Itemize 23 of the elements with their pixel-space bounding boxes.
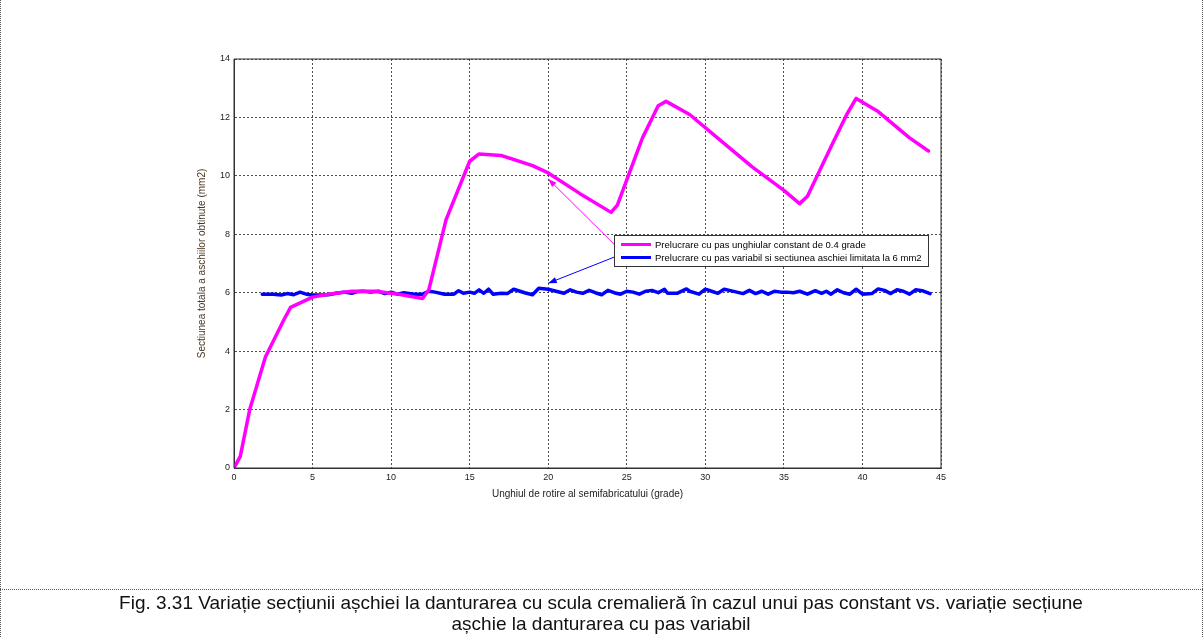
y-tick-label: 12: [219, 111, 230, 122]
y-tick-label: 2: [224, 404, 230, 415]
x-tick-label: 25: [621, 471, 632, 482]
caption: Fig. 3.31 Variație secțiunii așchiei la danturarea cu scula cremalieră în cazul unui pas constant vs. variație secțiune așchie la danturarea cu pas variabil: [118, 592, 1084, 634]
y-tick-label: 6: [224, 287, 230, 298]
x-tick-label: 0: [231, 471, 237, 482]
x-tick-label: 20: [543, 471, 554, 482]
y-tick-label: 14: [219, 53, 230, 64]
x-tick-label: 45: [935, 471, 947, 482]
x-tick-label: 35: [778, 471, 789, 482]
y-tick-label: 10: [219, 170, 230, 181]
legend-label: Prelucrare cu pas variabil si sectiunea aschiei limitata la 6 mm2: [655, 250, 922, 264]
y-tick-label: 4: [224, 345, 230, 356]
legend-label: Prelucrare cu pas unghiular constant de 0.4 grade: [655, 237, 866, 251]
y-tick-label: 0: [224, 462, 230, 473]
x-axis-title: Unghiul de rotire al semifabricatului (grade): [491, 487, 684, 499]
y-axis-title: Sectiunea totala a aschiilor obtinute (mm2): [195, 168, 207, 359]
y-tick-label: 8: [224, 228, 230, 239]
x-tick-label: 5: [310, 471, 316, 482]
x-tick-label: 10: [386, 471, 397, 482]
x-tick-label: 40: [857, 471, 868, 482]
x-tick-label: 15: [464, 471, 475, 482]
x-tick-label: 30: [700, 471, 711, 482]
